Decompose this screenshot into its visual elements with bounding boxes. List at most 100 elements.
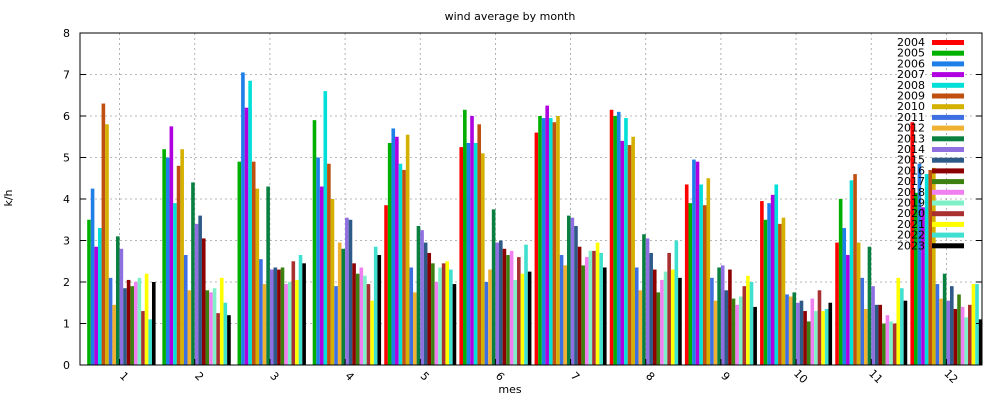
bar-2012-month-3	[262, 284, 267, 365]
legend-label-2020: 2020	[897, 207, 925, 220]
y-tick-label: 3	[63, 235, 70, 248]
bar-2009-month-11	[853, 174, 857, 365]
bar-2010-month-12	[932, 167, 936, 365]
bar-2019-month-8	[663, 271, 668, 365]
legend-swatch-2023	[932, 243, 964, 249]
bar-2007-month-6	[470, 116, 474, 365]
bar-2005-month-11	[838, 199, 843, 365]
bar-2016-month-12	[953, 308, 958, 365]
bar-2022-month-12	[975, 284, 979, 365]
bar-2017-month-7	[581, 265, 585, 365]
legend-label-2022: 2022	[897, 229, 925, 242]
bar-2022-month-4	[373, 246, 378, 365]
legend-label-2008: 2008	[897, 79, 925, 92]
x-axis-label: mes	[498, 383, 521, 396]
bar-2014-month-4	[345, 217, 349, 365]
bar-2020-month-3	[291, 261, 296, 365]
bar-2019-month-5	[438, 267, 442, 365]
legend-swatch-2013	[932, 136, 964, 142]
bar-2008-month-12	[924, 174, 929, 365]
bar-2019-month-10	[814, 311, 818, 365]
bar-2012-month-4	[337, 242, 342, 365]
legend-swatch-2019	[932, 200, 964, 206]
bar-2023-month-5	[452, 284, 457, 365]
bar-2008-month-10	[774, 184, 779, 365]
bar-2008-month-9	[699, 184, 703, 365]
bar-2009-month-6	[477, 124, 482, 365]
bar-2020-month-1	[141, 311, 145, 365]
bar-2004-month-7	[534, 132, 539, 365]
legend-label-2010: 2010	[897, 100, 925, 113]
bar-2016-month-5	[427, 252, 432, 365]
bar-2008-month-11	[849, 180, 854, 365]
bar-2017-month-10	[806, 321, 811, 365]
bar-2019-month-3	[287, 282, 292, 365]
bar-2004-month-8	[609, 109, 614, 366]
bar-2013-month-12	[942, 273, 947, 365]
bar-2013-month-8	[642, 234, 646, 365]
bar-2022-month-6	[524, 244, 528, 365]
bar-2015-month-4	[348, 219, 353, 365]
bar-2020-month-9	[742, 286, 747, 365]
legend-label-2006: 2006	[897, 57, 925, 70]
legend-swatch-2016	[932, 168, 964, 174]
bar-2009-month-12	[928, 169, 933, 365]
bar-2014-month-11	[871, 286, 875, 365]
x-tick-label: 6	[493, 369, 507, 383]
x-tick-label: 2	[192, 369, 206, 383]
x-tick-label: 12	[941, 367, 960, 386]
bar-2014-month-7	[570, 217, 575, 365]
legend-label-2016: 2016	[897, 164, 925, 177]
bar-2023-month-8	[678, 277, 682, 365]
bar-2016-month-7	[577, 246, 582, 365]
bar-2021-month-1	[144, 273, 149, 365]
legend-label-2012: 2012	[897, 122, 925, 135]
bar-2007-month-7	[545, 105, 549, 365]
bar-2010-month-3	[255, 188, 260, 365]
legend-swatch-2009	[932, 93, 964, 99]
bar-2013-month-10	[792, 292, 797, 365]
bar-2008-month-5	[398, 163, 403, 365]
bar-2011-month-12	[935, 284, 940, 365]
bar-2023-month-1	[151, 282, 156, 365]
bar-2006-month-7	[541, 118, 546, 365]
bar-2020-month-11	[892, 323, 897, 365]
y-tick-label: 4	[63, 193, 70, 206]
legend-swatch-2012	[932, 125, 964, 131]
bar-2020-month-7	[592, 250, 596, 365]
bar-2011-month-6	[484, 282, 489, 365]
bar-2016-month-9	[728, 269, 732, 365]
bar-2018-month-11	[885, 315, 890, 365]
legend-swatch-2010	[932, 104, 964, 110]
bar-2006-month-9	[692, 159, 696, 365]
bar-2020-month-6	[517, 257, 521, 365]
bar-2013-month-7	[566, 215, 571, 365]
bar-2006-month-2	[165, 157, 170, 365]
bars	[87, 72, 983, 366]
bar-2013-month-1	[115, 236, 120, 365]
bar-2005-month-8	[613, 116, 617, 365]
bar-2004-month-12	[910, 122, 915, 365]
bar-2021-month-8	[670, 269, 675, 365]
bar-2014-month-6	[495, 242, 500, 365]
bar-2006-month-10	[767, 203, 771, 365]
bar-2013-month-11	[867, 246, 872, 365]
bar-2007-month-3	[244, 107, 249, 365]
bar-2008-month-7	[548, 118, 553, 365]
chart-title: wind average by month	[445, 10, 576, 23]
bar-2016-month-11	[878, 304, 883, 365]
legend-label-2021: 2021	[897, 218, 925, 231]
bar-2015-month-6	[499, 240, 503, 365]
bar-2019-month-2	[212, 288, 217, 365]
bar-2010-month-10	[781, 217, 786, 365]
bar-2016-month-3	[277, 269, 281, 365]
legend-swatch-2007	[932, 72, 964, 78]
bar-2021-month-11	[896, 277, 901, 365]
bar-2010-month-11	[856, 242, 861, 365]
bar-2006-month-5	[391, 128, 396, 365]
bar-2009-month-10	[778, 223, 782, 365]
bar-2007-month-1	[94, 246, 98, 365]
bar-2010-month-7	[556, 116, 560, 365]
bar-2023-month-11	[903, 300, 908, 365]
